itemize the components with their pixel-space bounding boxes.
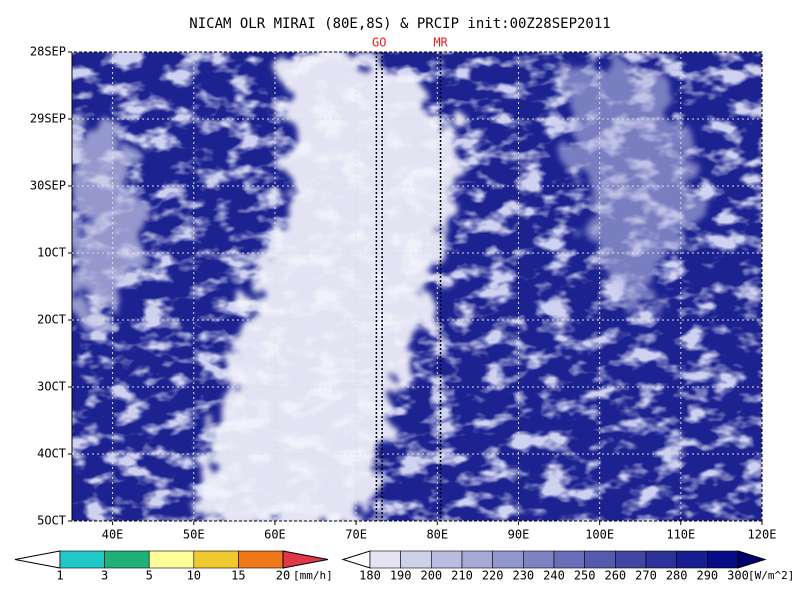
colorbar-label: 250 xyxy=(574,569,596,583)
colorbar-label: 270 xyxy=(635,569,657,583)
colorbar-box xyxy=(59,550,105,569)
colorbar-label: 260 xyxy=(604,569,626,583)
x-tick-label: 90E xyxy=(508,528,530,542)
colorbar-label: 5 xyxy=(146,569,153,583)
y-tick-label: 1OCT xyxy=(37,246,66,260)
chart-title: NICAM OLR MIRAI (80E,8S) & PRCIP init:00… xyxy=(189,16,610,32)
colorbar-label: 20 xyxy=(276,569,290,583)
x-tick-label: 70E xyxy=(345,528,367,542)
colorbar-box xyxy=(492,550,524,569)
colorbar-label: 10 xyxy=(187,569,201,583)
x-tick-label: 40E xyxy=(102,528,124,542)
colorbar-label: 3 xyxy=(101,569,108,583)
x-tick-label: 120E xyxy=(748,528,777,542)
colorbar-box xyxy=(193,550,239,569)
colorbar-label: 280 xyxy=(666,569,688,583)
colorbar-arrow xyxy=(341,550,371,569)
colorbar-label: 210 xyxy=(451,569,473,583)
y-tick-label: 4OCT xyxy=(37,447,66,461)
field-patch xyxy=(560,60,700,320)
colorbar-box xyxy=(400,550,432,569)
x-tick-label: 50E xyxy=(183,528,205,542)
colorbar-label: 240 xyxy=(543,569,565,583)
colorbar-box xyxy=(707,550,739,569)
colorbar-box xyxy=(104,550,150,569)
colorbar-arrow xyxy=(282,550,329,569)
colorbar-box xyxy=(615,550,647,569)
x-tick-label: 80E xyxy=(426,528,448,542)
marker-label: MR xyxy=(433,36,448,50)
colorbar-label: 220 xyxy=(482,569,504,583)
x-tick-label: 110E xyxy=(666,528,695,542)
colorbar-label: 180 xyxy=(359,569,381,583)
x-tick-label: 60E xyxy=(264,528,286,542)
y-tick-label: 30SEP xyxy=(30,179,66,193)
colorbar-box xyxy=(523,550,555,569)
colorbar-arrow xyxy=(737,550,767,569)
x-tick-label: 100E xyxy=(585,528,614,542)
colorbar-box xyxy=(676,550,708,569)
colorbar-box xyxy=(645,550,677,569)
colorbar-arrow xyxy=(14,550,61,569)
colorbar-label: 290 xyxy=(696,569,718,583)
colorbar-label: 15 xyxy=(231,569,245,583)
convective-band xyxy=(195,52,465,521)
colorbar-label: 300 xyxy=(727,569,749,583)
colorbar-label: 190 xyxy=(390,569,412,583)
colorbar-label: 230 xyxy=(512,569,534,583)
field-patch xyxy=(72,110,140,330)
marker-label: GO xyxy=(372,36,386,50)
y-tick-label: 2OCT xyxy=(37,313,66,327)
y-tick-label: 5OCT xyxy=(37,514,66,528)
colorbar-unit: [W/m^2] xyxy=(748,569,794,582)
y-tick-label: 3OCT xyxy=(37,380,66,394)
olr-field xyxy=(72,52,762,521)
colorbar-box xyxy=(461,550,493,569)
colorbar-label: 1 xyxy=(56,569,63,583)
y-tick-label: 29SEP xyxy=(30,112,66,126)
colorbar-unit: [mm/h] xyxy=(293,569,333,582)
colorbar-box xyxy=(584,550,616,569)
colorbar-box xyxy=(148,550,195,569)
colorbar-label: 200 xyxy=(420,569,442,583)
colorbar-box xyxy=(238,550,284,569)
colorbar-box xyxy=(553,550,585,569)
colorbar-box xyxy=(431,550,463,569)
colorbar-box xyxy=(369,550,401,569)
y-tick-label: 28SEP xyxy=(30,45,66,59)
